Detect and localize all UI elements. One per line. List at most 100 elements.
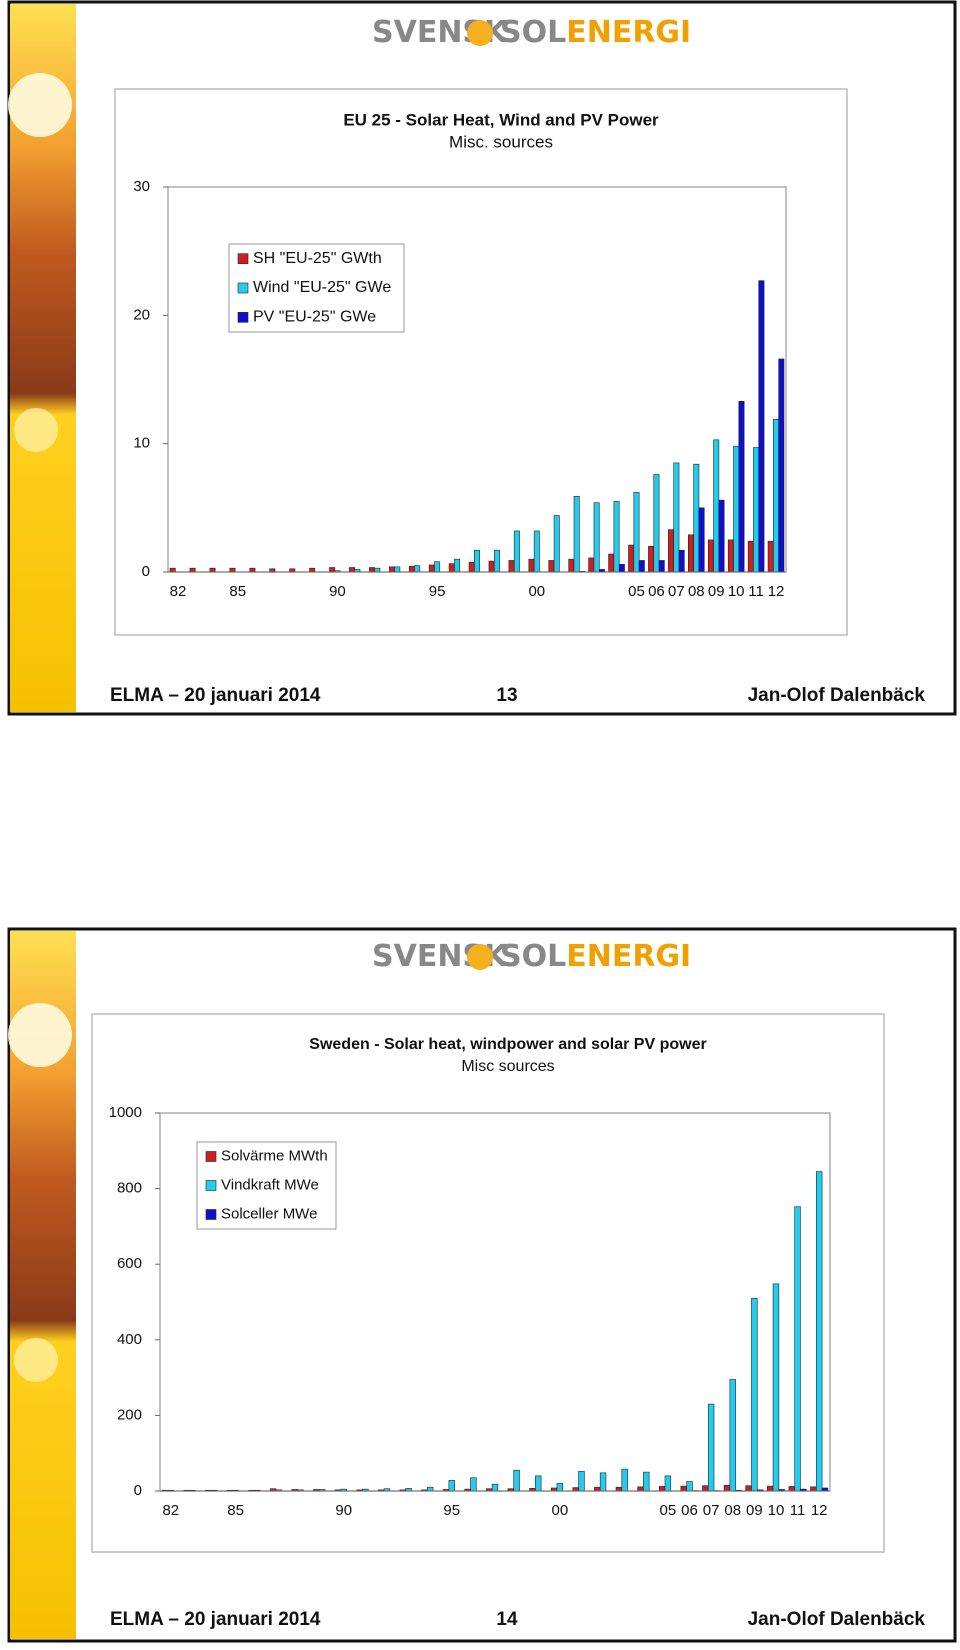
bar	[658, 1486, 666, 1492]
bar	[394, 566, 401, 573]
y-tick-label: 0	[142, 563, 150, 580]
x-tick-label: 08	[688, 583, 705, 600]
bar	[608, 553, 615, 573]
x-tick-label: 05	[660, 1502, 677, 1519]
x-tick-label: 06	[681, 1502, 698, 1519]
bar	[738, 401, 745, 573]
bar	[653, 474, 660, 573]
y-tick-label: 20	[133, 306, 150, 323]
bar	[513, 530, 520, 573]
bar	[693, 463, 700, 573]
bar	[637, 1486, 644, 1492]
bar	[686, 1481, 693, 1492]
x-tick-label: 90	[335, 1502, 352, 1519]
bar	[249, 567, 256, 573]
legend-label: Solceller MWe	[221, 1205, 317, 1222]
x-tick-label: 00	[528, 583, 545, 600]
page-number: 14	[496, 1609, 518, 1630]
bar	[678, 549, 685, 573]
y-tick-label: 0	[134, 1482, 142, 1499]
bar	[794, 1206, 801, 1492]
y-tick-label: 30	[133, 178, 150, 195]
x-tick-label: 90	[329, 583, 346, 600]
legend	[228, 243, 405, 333]
bar	[454, 558, 461, 573]
bar	[673, 462, 680, 573]
chart-title: EU 25 - Solar Heat, Wind and PV Power	[343, 110, 659, 129]
x-tick-label: 11	[790, 1502, 806, 1519]
x-tick-label: 09	[708, 583, 725, 600]
bar	[772, 1283, 780, 1492]
bar	[702, 1485, 709, 1492]
legend	[196, 1141, 337, 1230]
bar	[733, 445, 740, 573]
x-tick-label: 10	[728, 583, 745, 600]
bar	[767, 540, 774, 573]
y-tick-label: 400	[117, 1331, 142, 1348]
bar	[229, 567, 236, 573]
bar	[723, 1485, 731, 1492]
bar	[474, 549, 480, 573]
x-tick-label: 12	[768, 583, 785, 600]
y-tick-label: 1000	[109, 1104, 142, 1121]
bar	[707, 1403, 715, 1492]
bar	[309, 567, 316, 573]
bar	[638, 560, 645, 573]
bar	[628, 544, 635, 573]
bar	[615, 1486, 623, 1492]
bar	[488, 560, 495, 573]
bar	[668, 529, 674, 573]
x-tick-label: 00	[551, 1502, 568, 1519]
chart: Sweden - Solar heat, windpower and solar…	[91, 1013, 885, 1553]
legend-label: Vindkraft MWe	[221, 1176, 319, 1193]
bar	[758, 280, 765, 573]
bar	[698, 507, 705, 573]
bar	[556, 1483, 564, 1492]
bar	[633, 492, 640, 573]
y-tick-label: 10	[133, 435, 150, 452]
bar	[727, 539, 734, 573]
bar	[408, 565, 415, 573]
bar	[593, 502, 600, 573]
chart: EU 25 - Solar Heat, Wind and PV Power Mis…	[114, 88, 848, 636]
bar	[414, 565, 421, 573]
bar	[169, 567, 176, 573]
footer-right: Jan-Olof Dalenbäck	[748, 685, 926, 706]
bar	[767, 1485, 774, 1492]
logo: SVENSK SOLENERGI	[372, 15, 691, 50]
bar	[664, 1475, 672, 1492]
legend-swatch	[205, 1209, 217, 1220]
bar	[573, 495, 580, 573]
bar	[747, 540, 754, 573]
bar	[434, 561, 441, 573]
legend-swatch	[205, 1180, 217, 1191]
bar	[816, 1171, 823, 1492]
bar	[470, 1477, 477, 1492]
bar	[189, 567, 196, 573]
bar	[548, 560, 555, 573]
bar	[568, 558, 575, 573]
x-tick-label: 12	[811, 1502, 828, 1519]
legend-label: PV "EU-25" GWe	[253, 309, 376, 326]
x-tick-label: 85	[227, 1502, 244, 1519]
bar	[572, 1487, 579, 1492]
page-number: 13	[496, 685, 517, 706]
svg-text:SOLENERGI: SOLENERGI	[500, 15, 691, 50]
x-tick-label: 10	[768, 1502, 785, 1519]
bar	[618, 563, 625, 573]
bar	[533, 530, 540, 573]
bar	[707, 539, 714, 573]
bar	[553, 515, 560, 573]
legend-label: SH "EU-25" GWth	[253, 250, 382, 267]
bar	[643, 1471, 650, 1492]
bar	[658, 560, 665, 573]
x-tick-label: 85	[229, 583, 246, 600]
legend-label: Wind "EU-25" GWe	[253, 279, 391, 296]
bar	[778, 358, 785, 573]
bar	[428, 564, 435, 573]
bar	[688, 534, 694, 573]
bar	[468, 562, 475, 573]
x-tick-label: 82	[162, 1502, 179, 1519]
bar	[369, 567, 375, 573]
bar	[588, 557, 595, 573]
